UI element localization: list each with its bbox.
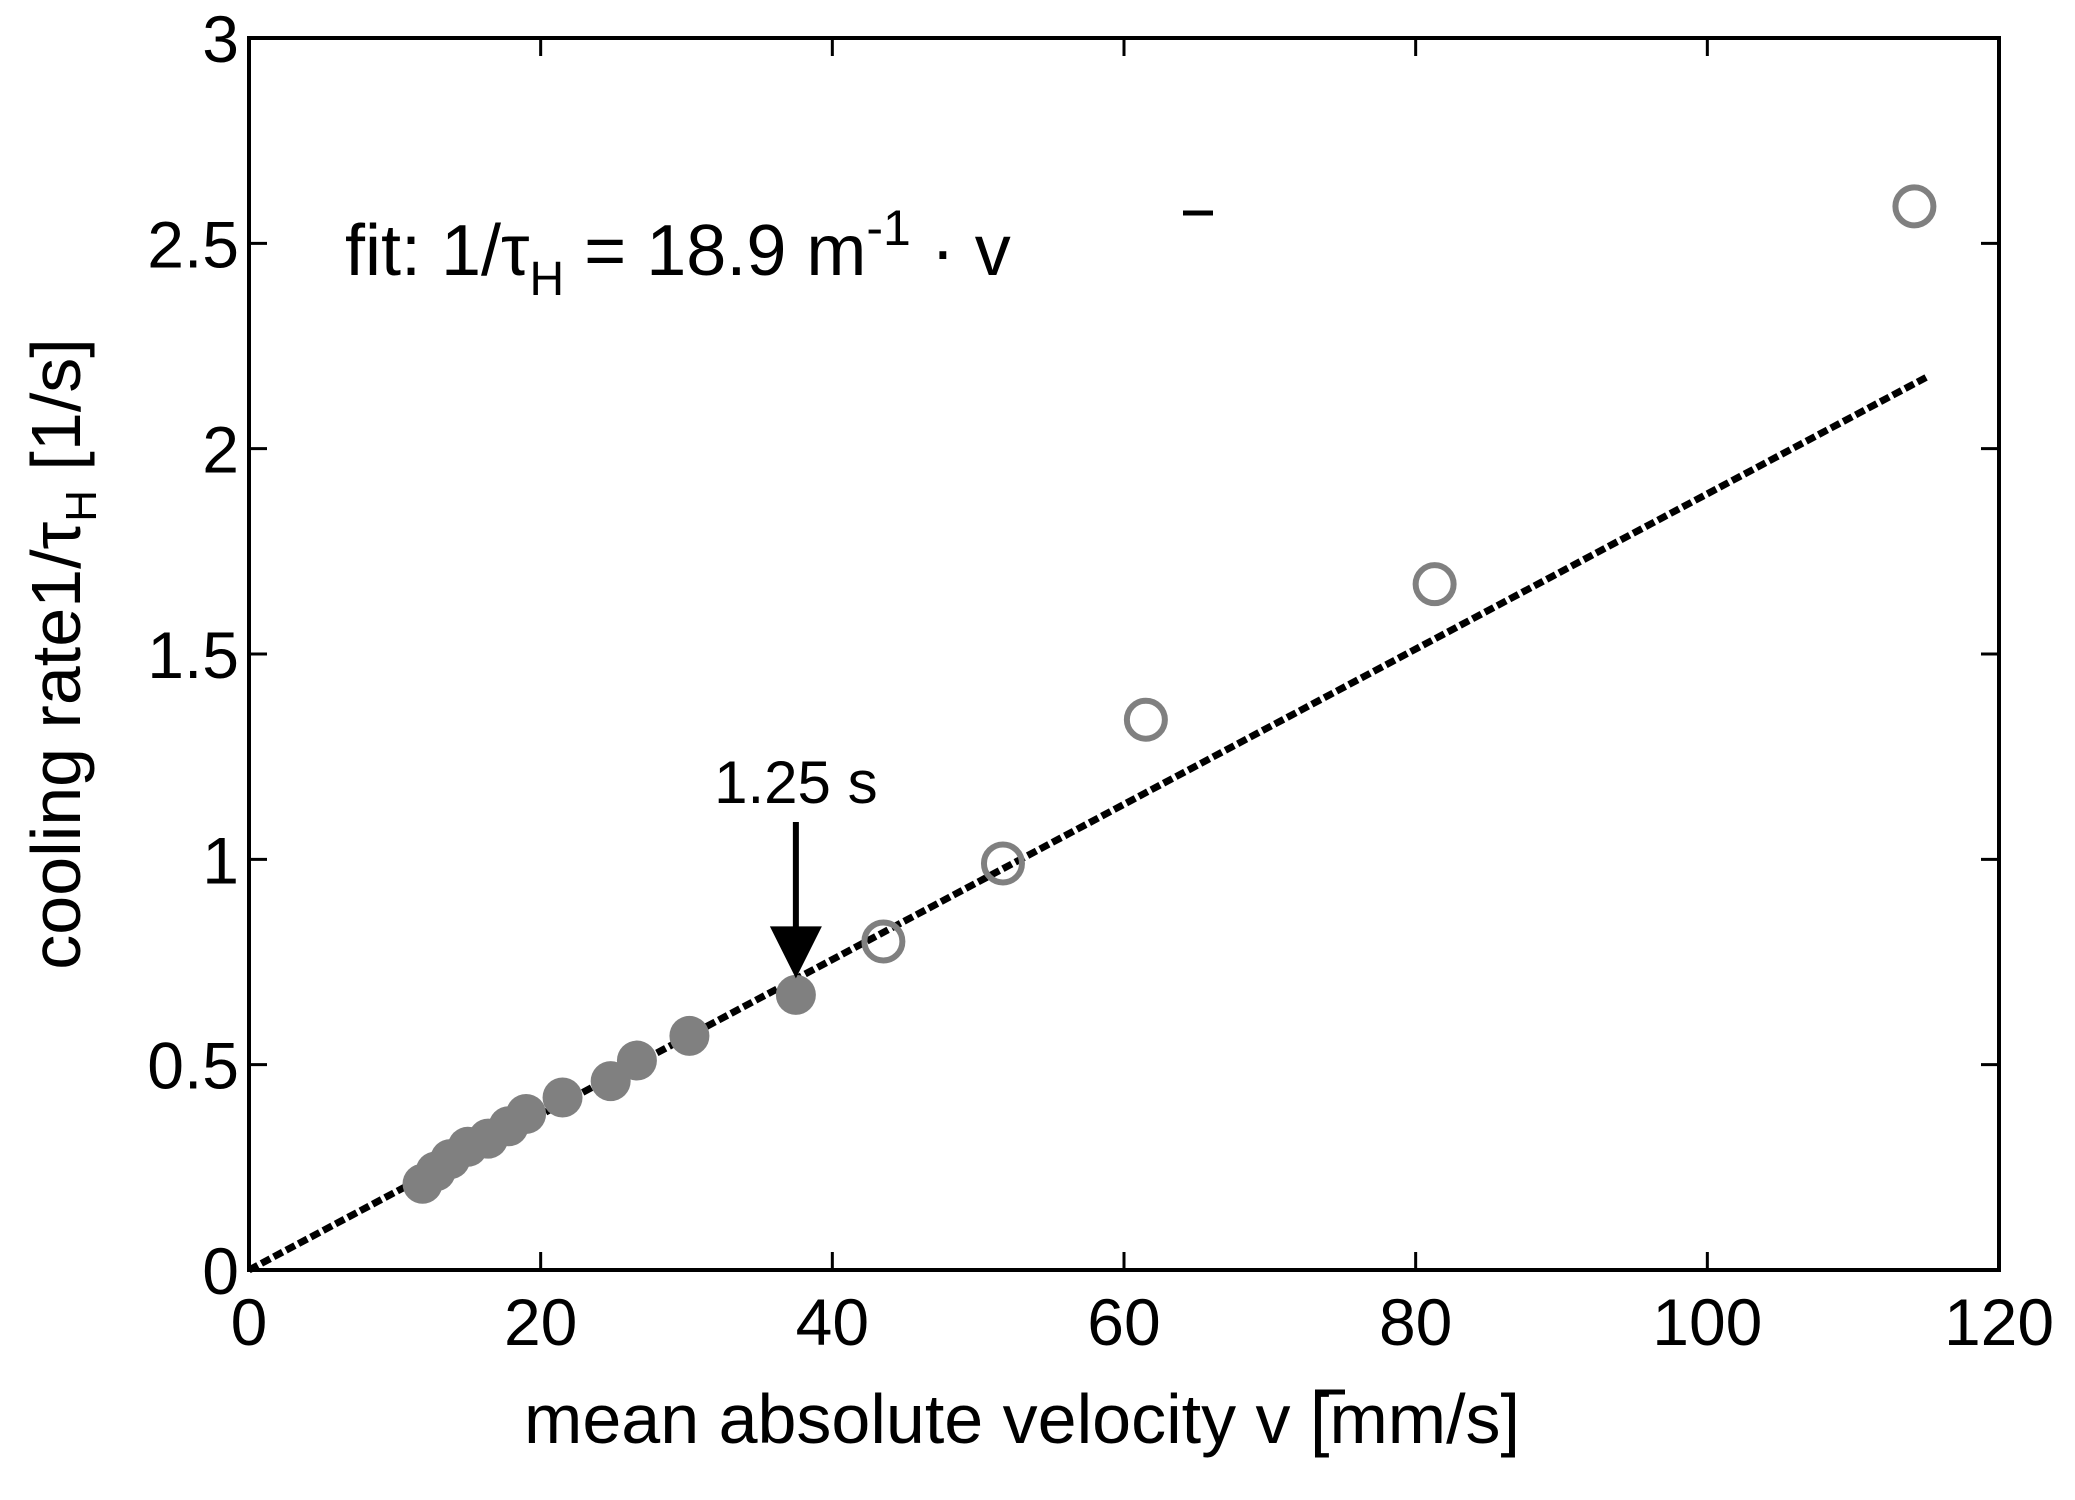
- filled-data-point: [616, 1040, 657, 1081]
- y-tick-label: 2.5: [147, 207, 239, 281]
- x-tick-label: 100: [1652, 1285, 1762, 1359]
- open-data-point: [861, 919, 906, 964]
- y-tick-label: 2: [202, 413, 239, 487]
- y-axis-label: cooling rate1/τH [1/s]: [17, 338, 106, 969]
- open-data-point: [980, 841, 1025, 886]
- filled-data-point: [669, 1015, 710, 1056]
- y-tick-label: 0.5: [147, 1029, 239, 1103]
- arrow-annotation: [769, 822, 822, 979]
- open-data-point: [1123, 697, 1168, 742]
- x-tick-label: 40: [796, 1285, 869, 1359]
- filled-data-point: [775, 974, 816, 1015]
- x-tick-label: 80: [1379, 1285, 1452, 1359]
- x-axis-label: mean absolute velocity v [mm/s]: [524, 1380, 1520, 1458]
- fit-annotation-vbar-var: v: [975, 211, 1011, 291]
- arrow-head: [769, 926, 822, 979]
- y-axis-label-group: cooling rate1/τH [1/s]: [17, 338, 106, 969]
- ticks-layer: [247, 36, 2001, 1272]
- fit-annotation: fit: 1/τH = 18.9 m-1 · v: [345, 200, 1011, 306]
- x-tick-label: 0: [231, 1285, 268, 1359]
- y-tick-label: 1: [202, 823, 239, 897]
- tick-labels-layer: 0 20 40 60 80 100 120 0 0.5 1 1.5 2 2.5 3: [147, 2, 2054, 1359]
- filled-data-point: [506, 1093, 547, 1134]
- x-tick-label: 60: [1087, 1285, 1160, 1359]
- x-tick-label: 20: [504, 1285, 577, 1359]
- arrow-label: 1.25 s: [714, 749, 877, 816]
- open-data-point: [1412, 562, 1457, 607]
- open-data-point: [1892, 184, 1937, 229]
- y-tick-label: 1.5: [147, 618, 239, 692]
- marks-layer: [247, 184, 1937, 1274]
- filled-data-point: [542, 1077, 583, 1118]
- x-tick-label: 120: [1944, 1285, 2054, 1359]
- y-tick-label: 0: [202, 1234, 239, 1308]
- y-tick-label: 3: [202, 2, 239, 76]
